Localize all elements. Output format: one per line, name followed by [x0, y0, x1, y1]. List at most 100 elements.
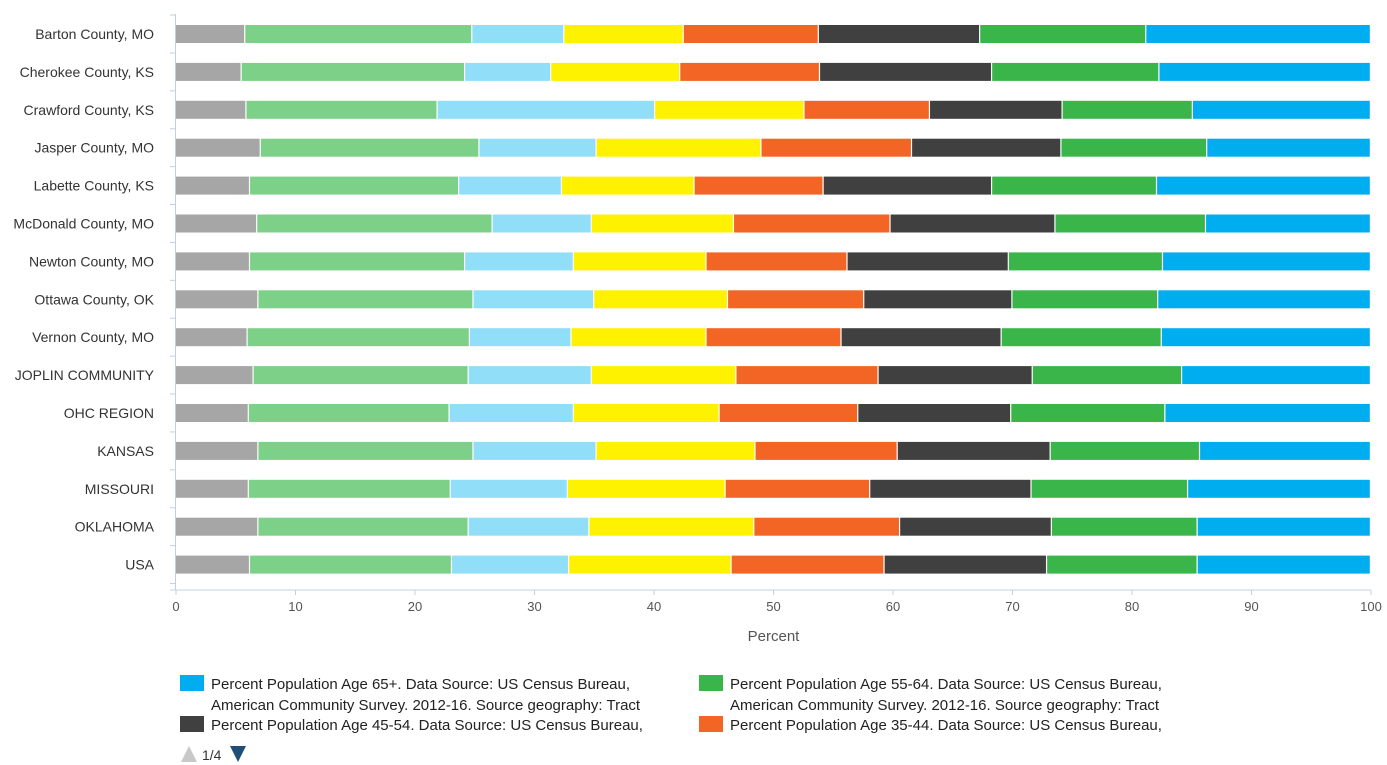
- bar-segment-kansas-s3[interactable]: [596, 441, 755, 460]
- bar-segment-barton-county-mo-s4[interactable]: [683, 25, 818, 43]
- bar-segment-usa-s0[interactable]: [176, 555, 249, 574]
- bar-segment-cherokee-county-ks-s5[interactable]: [820, 62, 991, 81]
- bar-segment-missouri-s0[interactable]: [176, 479, 248, 498]
- bar-segment-barton-county-mo-s1[interactable]: [245, 25, 472, 43]
- bar-segment-joplin-community-s6[interactable]: [1032, 366, 1181, 385]
- bar-segment-mcdonald-county-mo-s0[interactable]: [176, 214, 257, 233]
- bar-segment-missouri-s1[interactable]: [248, 479, 450, 498]
- bar-segment-ohc-region-s0[interactable]: [176, 404, 248, 422]
- bar-segment-joplin-community-s4[interactable]: [736, 366, 878, 385]
- bar-segment-missouri-s7[interactable]: [1188, 479, 1370, 498]
- bar-segment-mcdonald-county-mo-s4[interactable]: [734, 214, 890, 233]
- bar-segment-labette-county-ks-s3[interactable]: [561, 176, 694, 195]
- legend-item[interactable]: Percent Population Age 65+. Data Source:…: [180, 675, 641, 714]
- bar-segment-newton-county-mo-s2[interactable]: [465, 252, 573, 271]
- bar-segment-crawford-county-ks-s3[interactable]: [655, 100, 804, 119]
- bar-segment-newton-county-mo-s0[interactable]: [176, 252, 249, 271]
- bar-segment-barton-county-mo-s6[interactable]: [980, 25, 1146, 43]
- bar-segment-usa-s3[interactable]: [569, 555, 731, 574]
- bar-segment-usa-s7[interactable]: [1197, 555, 1370, 574]
- bar-segment-joplin-community-s7[interactable]: [1182, 366, 1370, 385]
- bar-segment-vernon-county-mo-s0[interactable]: [176, 328, 247, 347]
- bar-segment-cherokee-county-ks-s7[interactable]: [1159, 62, 1370, 81]
- bar-segment-newton-county-mo-s5[interactable]: [847, 252, 1008, 271]
- bar-segment-labette-county-ks-s4[interactable]: [694, 176, 823, 195]
- bar-segment-kansas-s5[interactable]: [897, 441, 1050, 460]
- bar-segment-labette-county-ks-s2[interactable]: [459, 176, 561, 195]
- bar-segment-jasper-county-mo-s7[interactable]: [1207, 138, 1370, 157]
- bar-segment-ottawa-county-ok-s2[interactable]: [473, 290, 594, 309]
- bar-segment-labette-county-ks-s6[interactable]: [992, 176, 1156, 195]
- bar-segment-missouri-s3[interactable]: [567, 479, 725, 498]
- bar-segment-crawford-county-ks-s6[interactable]: [1062, 100, 1192, 119]
- bar-segment-crawford-county-ks-s2[interactable]: [437, 100, 654, 119]
- bar-segment-kansas-s4[interactable]: [755, 441, 897, 460]
- bar-segment-oklahoma-s2[interactable]: [468, 517, 589, 536]
- bar-segment-vernon-county-mo-s5[interactable]: [841, 328, 1001, 347]
- bar-segment-ottawa-county-ok-s1[interactable]: [258, 290, 473, 309]
- legend-item[interactable]: Percent Population Age 55-64. Data Sourc…: [699, 675, 1162, 714]
- bar-segment-ottawa-county-ok-s4[interactable]: [728, 290, 864, 309]
- bar-segment-labette-county-ks-s7[interactable]: [1157, 176, 1370, 195]
- legend-prev-page-icon[interactable]: [181, 746, 197, 762]
- bar-segment-usa-s6[interactable]: [1047, 555, 1197, 574]
- bar-segment-joplin-community-s0[interactable]: [176, 366, 253, 385]
- bar-segment-barton-county-mo-s3[interactable]: [564, 25, 683, 43]
- bar-segment-newton-county-mo-s6[interactable]: [1008, 252, 1162, 271]
- bar-segment-mcdonald-county-mo-s1[interactable]: [257, 214, 492, 233]
- bar-segment-ottawa-county-ok-s3[interactable]: [594, 290, 727, 309]
- bar-segment-crawford-county-ks-s1[interactable]: [246, 100, 437, 119]
- bar-segment-jasper-county-mo-s4[interactable]: [761, 138, 911, 157]
- bar-segment-ohc-region-s2[interactable]: [449, 404, 573, 422]
- bar-segment-oklahoma-s7[interactable]: [1197, 517, 1370, 536]
- bar-segment-oklahoma-s5[interactable]: [900, 517, 1051, 536]
- bar-segment-mcdonald-county-mo-s7[interactable]: [1206, 214, 1370, 233]
- bar-segment-ohc-region-s4[interactable]: [719, 404, 858, 422]
- bar-segment-kansas-s2[interactable]: [473, 441, 596, 460]
- bar-segment-ohc-region-s7[interactable]: [1165, 404, 1370, 422]
- legend-next-page-icon[interactable]: [230, 746, 246, 762]
- bar-segment-mcdonald-county-mo-s5[interactable]: [890, 214, 1055, 233]
- bar-segment-mcdonald-county-mo-s6[interactable]: [1055, 214, 1205, 233]
- bar-segment-missouri-s4[interactable]: [725, 479, 870, 498]
- bar-segment-labette-county-ks-s5[interactable]: [823, 176, 991, 195]
- bar-segment-cherokee-county-ks-s3[interactable]: [551, 62, 680, 81]
- bar-segment-vernon-county-mo-s3[interactable]: [571, 328, 706, 347]
- bar-segment-jasper-county-mo-s1[interactable]: [260, 138, 479, 157]
- bar-segment-crawford-county-ks-s0[interactable]: [176, 100, 246, 119]
- bar-segment-vernon-county-mo-s6[interactable]: [1001, 328, 1161, 347]
- bar-segment-ottawa-county-ok-s0[interactable]: [176, 290, 258, 309]
- bar-segment-kansas-s7[interactable]: [1200, 441, 1370, 460]
- bar-segment-ohc-region-s6[interactable]: [1011, 404, 1165, 422]
- bar-segment-joplin-community-s1[interactable]: [253, 366, 468, 385]
- bar-segment-oklahoma-s6[interactable]: [1051, 517, 1197, 536]
- bar-segment-mcdonald-county-mo-s2[interactable]: [492, 214, 591, 233]
- bar-segment-crawford-county-ks-s5[interactable]: [930, 100, 1062, 119]
- bar-segment-vernon-county-mo-s7[interactable]: [1161, 328, 1370, 347]
- bar-segment-joplin-community-s3[interactable]: [591, 366, 736, 385]
- bar-segment-kansas-s0[interactable]: [176, 441, 258, 460]
- bar-segment-barton-county-mo-s0[interactable]: [176, 25, 245, 43]
- bar-segment-ohc-region-s1[interactable]: [248, 404, 449, 422]
- bar-segment-cherokee-county-ks-s0[interactable]: [176, 62, 241, 81]
- bar-segment-jasper-county-mo-s5[interactable]: [912, 138, 1061, 157]
- bar-segment-oklahoma-s4[interactable]: [754, 517, 899, 536]
- bar-segment-labette-county-ks-s0[interactable]: [176, 176, 249, 195]
- bar-segment-missouri-s2[interactable]: [450, 479, 567, 498]
- bar-segment-vernon-county-mo-s2[interactable]: [469, 328, 571, 347]
- bar-segment-joplin-community-s2[interactable]: [468, 366, 591, 385]
- bar-segment-oklahoma-s1[interactable]: [258, 517, 468, 536]
- bar-segment-newton-county-mo-s1[interactable]: [250, 252, 464, 271]
- bar-segment-cherokee-county-ks-s4[interactable]: [680, 62, 819, 81]
- legend-item[interactable]: Percent Population Age 45-54. Data Sourc…: [180, 716, 643, 734]
- bar-segment-cherokee-county-ks-s2[interactable]: [465, 62, 551, 81]
- bar-segment-missouri-s5[interactable]: [870, 479, 1031, 498]
- bar-segment-crawford-county-ks-s4[interactable]: [804, 100, 929, 119]
- bar-segment-joplin-community-s5[interactable]: [878, 366, 1032, 385]
- bar-segment-kansas-s6[interactable]: [1050, 441, 1199, 460]
- bar-segment-ottawa-county-ok-s6[interactable]: [1012, 290, 1158, 309]
- bar-segment-kansas-s1[interactable]: [258, 441, 473, 460]
- bar-segment-cherokee-county-ks-s6[interactable]: [992, 62, 1159, 81]
- bar-segment-jasper-county-mo-s0[interactable]: [176, 138, 260, 157]
- bar-segment-usa-s5[interactable]: [884, 555, 1046, 574]
